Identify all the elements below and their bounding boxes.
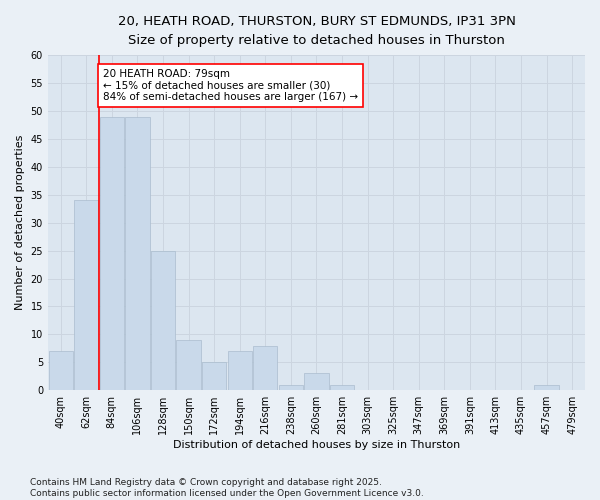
Bar: [535, 384, 559, 390]
Text: Contains HM Land Registry data © Crown copyright and database right 2025.
Contai: Contains HM Land Registry data © Crown c…: [30, 478, 424, 498]
Title: 20, HEATH ROAD, THURSTON, BURY ST EDMUNDS, IP31 3PN
Size of property relative to: 20, HEATH ROAD, THURSTON, BURY ST EDMUND…: [118, 15, 515, 47]
Bar: [100, 116, 124, 390]
Bar: [74, 200, 98, 390]
Bar: [330, 384, 354, 390]
Bar: [202, 362, 226, 390]
Bar: [253, 346, 277, 390]
Bar: [304, 374, 329, 390]
X-axis label: Distribution of detached houses by size in Thurston: Distribution of detached houses by size …: [173, 440, 460, 450]
Bar: [227, 351, 252, 390]
Y-axis label: Number of detached properties: Number of detached properties: [15, 135, 25, 310]
Bar: [176, 340, 201, 390]
Bar: [49, 351, 73, 390]
Text: 20 HEATH ROAD: 79sqm
← 15% of detached houses are smaller (30)
84% of semi-detac: 20 HEATH ROAD: 79sqm ← 15% of detached h…: [103, 69, 358, 102]
Bar: [151, 250, 175, 390]
Bar: [279, 384, 303, 390]
Bar: [125, 116, 149, 390]
